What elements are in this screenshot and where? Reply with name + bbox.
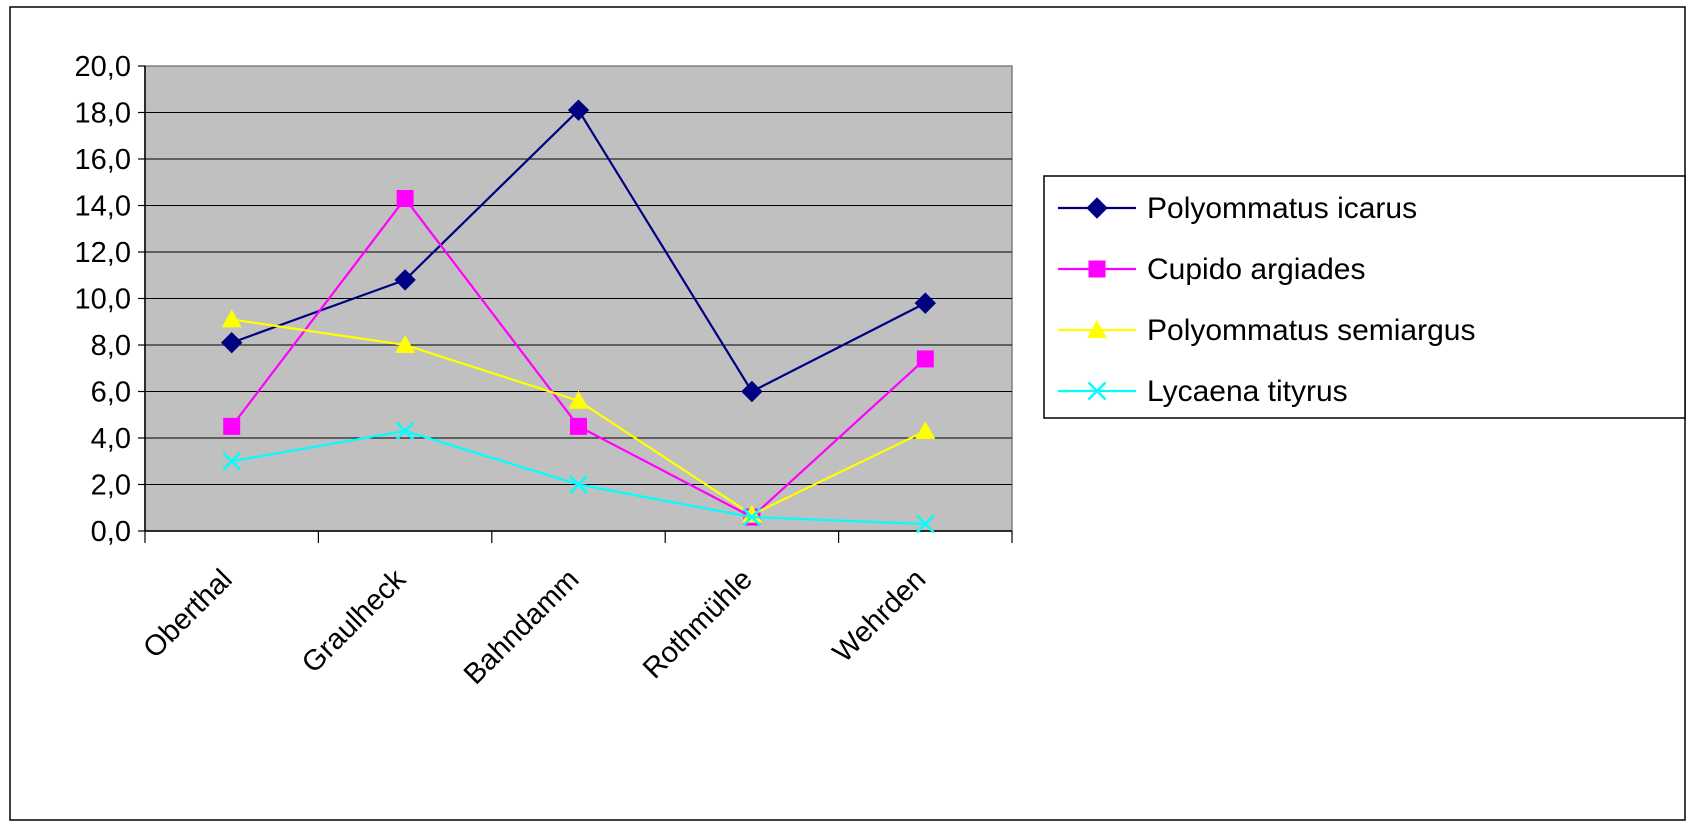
data-point-triangle — [1087, 320, 1107, 338]
data-point-diamond — [1086, 197, 1108, 219]
data-point-x — [222, 451, 242, 471]
data-point-triangle — [568, 390, 589, 409]
legend-item: Polyommatus semiargus — [1058, 314, 1475, 347]
y-tick-label: 8,0 — [91, 330, 131, 362]
y-tick-label: 0,0 — [91, 516, 131, 548]
legend-item: Cupido argiades — [1058, 253, 1365, 286]
data-point-square — [570, 417, 587, 435]
data-point-square — [223, 417, 241, 435]
legend-box — [1043, 175, 1686, 419]
data-point-square — [916, 350, 934, 368]
data-point-triangle — [915, 421, 936, 440]
y-tick-label: 20,0 — [75, 51, 131, 83]
data-point-diamond — [914, 292, 937, 314]
series-2 — [221, 309, 936, 523]
y-tick-label: 2,0 — [91, 470, 131, 502]
y-tick-label: 10,0 — [75, 284, 131, 316]
y-tick-label: 6,0 — [91, 377, 131, 409]
data-point-diamond — [741, 380, 763, 403]
legend: Polyommatus icarus Cupido argiades Polyomm… — [1043, 175, 1686, 419]
data-point-x — [569, 475, 588, 494]
y-tick-label: 14,0 — [75, 191, 131, 223]
series-0 — [220, 99, 937, 403]
data-point-triangle — [221, 309, 242, 328]
legend-item: Polyommatus icarus — [1058, 192, 1417, 225]
data-point-diamond — [567, 99, 590, 121]
y-tick-label: 4,0 — [91, 423, 131, 455]
data-point-x — [395, 421, 415, 441]
data-point-x — [1087, 381, 1107, 401]
series-3 — [222, 421, 935, 534]
legend-label: Cupido argiades — [1147, 253, 1365, 286]
legend-label: Polyommatus semiargus — [1147, 314, 1475, 347]
data-point-x — [742, 507, 762, 527]
data-point-diamond — [220, 331, 243, 354]
y-tick-label: 12,0 — [75, 237, 131, 269]
legend-label: Lycaena tityrus — [1147, 375, 1348, 408]
data-point-square — [1088, 260, 1106, 278]
data-point-x — [915, 514, 935, 534]
legend-item: Lycaena tityrus — [1058, 375, 1348, 408]
data-point-diamond — [394, 269, 416, 291]
legend-label: Polyommatus icarus — [1147, 192, 1417, 225]
data-point-square — [396, 190, 414, 208]
y-tick-label: 18,0 — [75, 98, 131, 130]
y-tick-label: 16,0 — [75, 144, 131, 176]
data-point-triangle — [395, 335, 416, 353]
